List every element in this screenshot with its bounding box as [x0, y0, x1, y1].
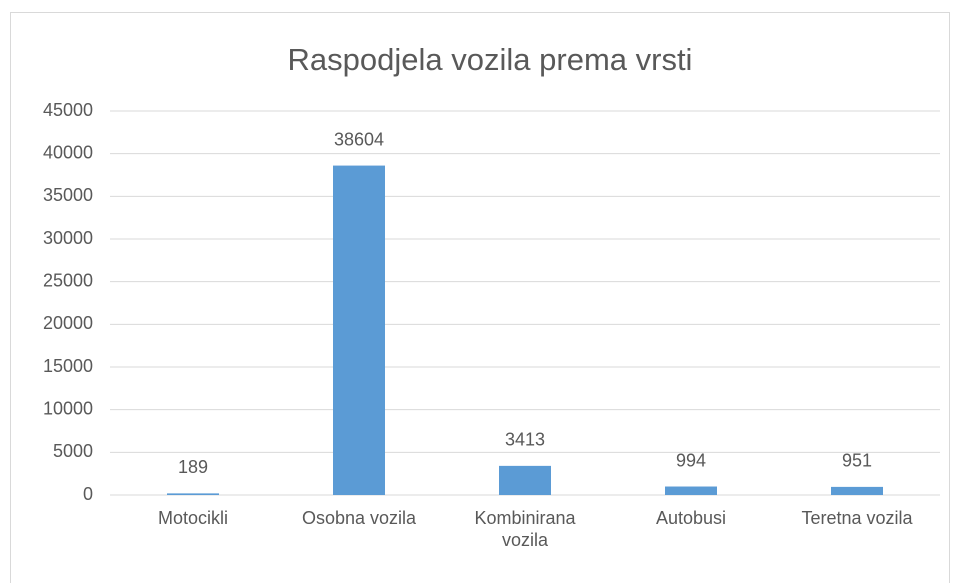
bar — [167, 493, 219, 495]
bar — [333, 165, 385, 495]
y-tick-label: 25000 — [43, 270, 93, 290]
x-tick-label: Motocikli — [157, 508, 228, 528]
chart-border — [10, 12, 950, 583]
y-tick-label: 10000 — [43, 398, 93, 418]
y-tick-label: 0 — [83, 484, 93, 504]
data-label: 189 — [178, 457, 208, 477]
y-tick-label: 5000 — [53, 441, 93, 461]
data-label: 994 — [676, 450, 706, 470]
bar — [665, 486, 717, 495]
data-label: 3413 — [505, 430, 545, 450]
y-tick-label: 20000 — [43, 313, 93, 333]
x-tick-label: Kombinirana vozila — [474, 508, 576, 550]
data-label: 38604 — [334, 129, 384, 149]
y-tick-label: 35000 — [43, 185, 93, 205]
x-tick-label: Teretna vozila — [801, 508, 913, 528]
bar — [499, 465, 551, 495]
y-tick-label: 30000 — [43, 228, 93, 248]
x-tick-label: Osobna vozila — [301, 508, 417, 528]
bar — [831, 486, 883, 495]
data-label: 951 — [842, 451, 872, 471]
chart-title: Raspodjela vozila prema vrsti — [288, 42, 693, 77]
y-tick-label: 15000 — [43, 356, 93, 376]
y-tick-label: 45000 — [43, 100, 93, 120]
x-tick-label: Autobusi — [655, 508, 727, 528]
y-tick-label: 40000 — [43, 142, 93, 162]
